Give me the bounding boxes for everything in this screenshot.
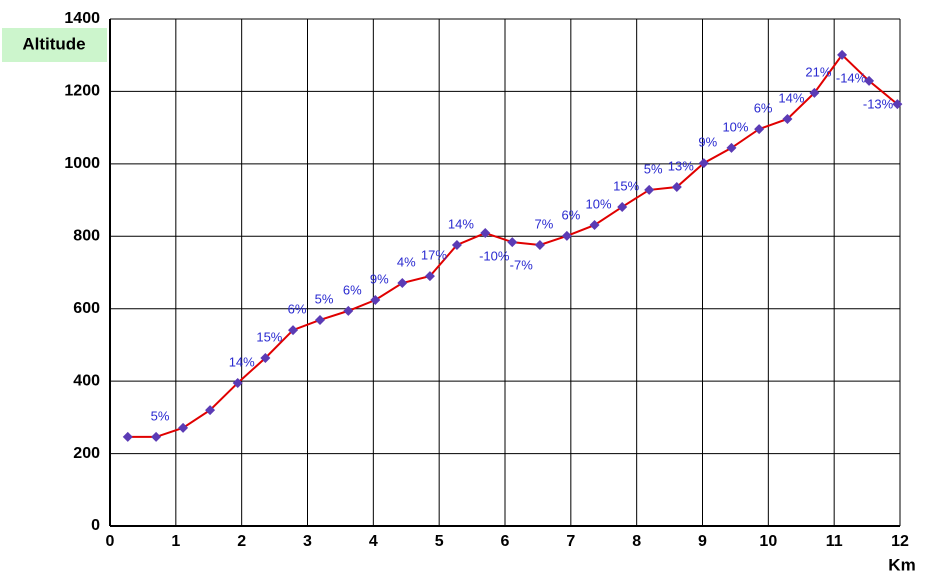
x-tick-label: 5: [435, 533, 444, 550]
x-tick-label: 0: [106, 533, 115, 550]
x-tick-label: 7: [566, 533, 575, 550]
x-tick-label: 2: [237, 533, 246, 550]
point-label: 15%: [613, 178, 639, 193]
y-tick-label: 1400: [64, 10, 100, 27]
point-label: 15%: [256, 329, 282, 344]
marker: [315, 314, 326, 325]
marker: [205, 405, 216, 416]
point-label: 5%: [151, 408, 170, 423]
x-tick-label: 4: [369, 533, 378, 550]
x-tick-label: 9: [698, 533, 707, 550]
marker: [122, 431, 133, 442]
point-label: 13%: [668, 158, 694, 173]
marker: [561, 230, 572, 241]
marker: [534, 239, 545, 250]
marker: [589, 220, 600, 231]
point-label: 5%: [644, 161, 663, 176]
marker: [726, 142, 737, 153]
marker: [809, 87, 820, 98]
point-label: 14%: [778, 90, 804, 105]
y-tick-label: 0: [91, 517, 100, 534]
x-tick-label: 8: [632, 533, 641, 550]
point-label: 9%: [370, 271, 389, 286]
x-tick-label: 12: [891, 533, 909, 550]
marker: [864, 75, 875, 86]
marker: [178, 422, 189, 433]
point-label: 6%: [754, 101, 773, 116]
point-label: 4%: [397, 254, 416, 269]
y-tick-label: 1000: [64, 155, 100, 172]
marker: [260, 352, 271, 363]
x-axis-label: Km: [888, 555, 915, 574]
y-tick-label: 600: [73, 300, 100, 317]
point-label: 5%: [315, 291, 334, 306]
point-label: 6%: [343, 282, 362, 297]
x-tick-label: 3: [303, 533, 312, 550]
y-tick-label: 800: [73, 228, 100, 245]
marker: [288, 325, 299, 336]
marker: [397, 278, 408, 289]
point-label: 21%: [805, 64, 831, 79]
y-tick-label: 200: [73, 445, 100, 462]
marker: [370, 295, 381, 306]
point-label: 10%: [586, 196, 612, 211]
marker: [451, 239, 462, 250]
marker: [232, 377, 243, 388]
y-tick-label: 400: [73, 372, 100, 389]
marker: [671, 182, 682, 193]
marker: [617, 201, 628, 212]
y-label-box: [2, 28, 107, 62]
marker: [151, 431, 162, 442]
y-axis-label: Altitude: [22, 34, 85, 53]
point-label: 10%: [722, 119, 748, 134]
x-tick-label: 10: [759, 533, 777, 550]
point-label: -14%: [836, 70, 867, 85]
marker: [892, 99, 903, 110]
marker: [507, 237, 518, 248]
point-label: 17%: [421, 248, 447, 263]
point-label: 14%: [229, 354, 255, 369]
point-label: 6%: [561, 207, 580, 222]
marker: [698, 158, 709, 169]
x-tick-label: 6: [501, 533, 510, 550]
y-tick-label: 1200: [64, 83, 100, 100]
point-label: 6%: [288, 302, 307, 317]
point-label: -10%: [479, 248, 510, 263]
x-tick-label: 1: [171, 533, 180, 550]
marker: [782, 113, 793, 124]
point-label: -13%: [863, 96, 894, 111]
x-tick-label: 11: [826, 533, 843, 550]
marker: [480, 228, 491, 239]
marker: [837, 49, 848, 60]
point-label: 9%: [698, 135, 717, 150]
marker: [644, 184, 655, 195]
point-label: 14%: [448, 216, 474, 231]
point-label: 7%: [534, 216, 553, 231]
point-label: -7%: [510, 258, 534, 273]
marker: [343, 305, 354, 316]
marker: [754, 124, 765, 135]
marker: [424, 271, 435, 282]
